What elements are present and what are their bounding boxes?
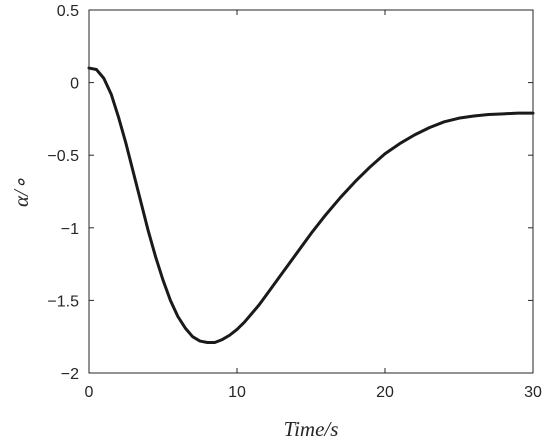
plot-area [89,10,533,373]
plot-frame [88,9,534,374]
y-axis-label: α/∘ [9,177,33,207]
y-tick-label: −0.5 [47,148,79,165]
x-tick-label: 10 [228,384,246,401]
y-tick-label: 0.5 [57,3,79,20]
x-tick-label: 20 [376,384,394,401]
series-line [87,66,535,345]
axis-ticks [88,9,534,374]
x-axis-label: Time/s [284,417,339,441]
x-tick-label: 0 [85,384,94,401]
x-tick-label: 30 [524,384,542,401]
y-tick-label: −1.5 [47,293,79,310]
y-tick-label: −2 [61,366,79,383]
tick-labels: 0 10 20 30 0.5 0 −0.5 −1 −1.5 −2 [47,3,542,401]
y-tick-label: −1 [61,221,79,238]
y-tick-label: 0 [70,76,79,93]
